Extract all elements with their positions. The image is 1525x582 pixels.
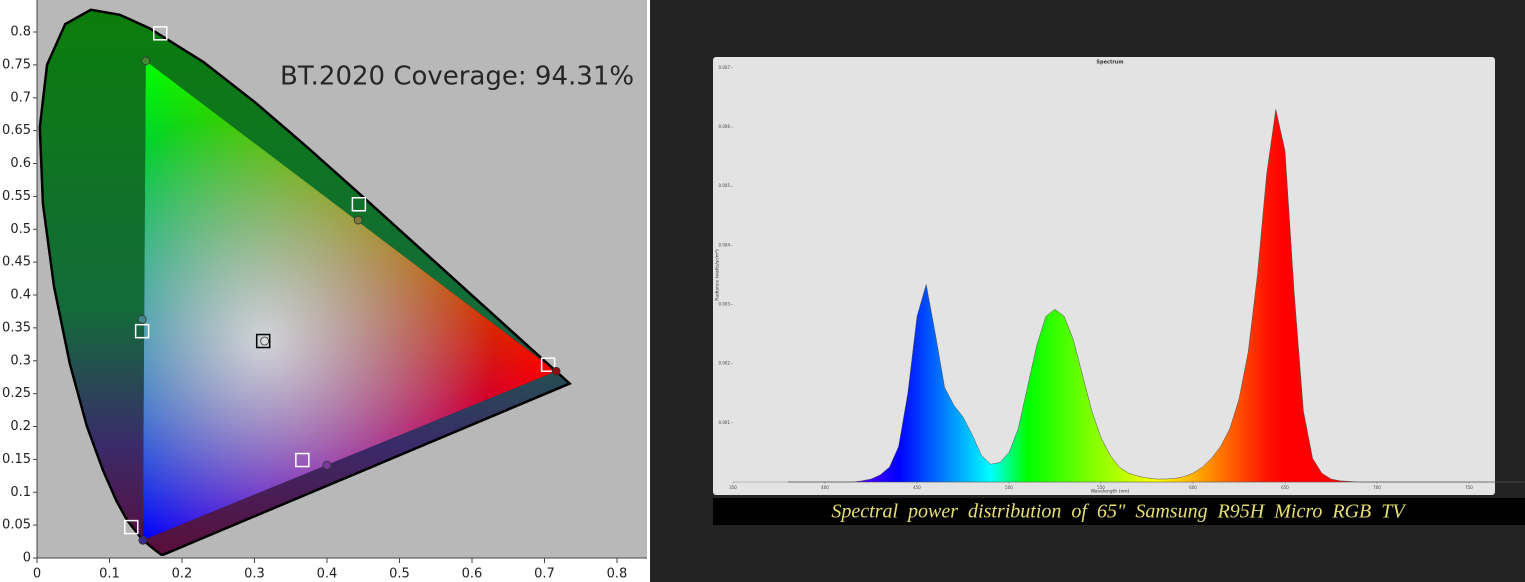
measured-point — [551, 366, 561, 376]
x-tick-label: 0.1 — [99, 567, 120, 582]
x-tick-label: 550 — [1097, 485, 1105, 490]
target-point — [295, 452, 310, 468]
spectrum-title: Spectrum — [1096, 60, 1123, 66]
y-tick-label: 0.7 — [10, 90, 31, 105]
cie-chart: 0 0.1 0.2 0.3 0.4 0.5 0.6 0.7 0.8 0 0.05 0.1 0.15 0.2… — [2, 0, 647, 582]
caption: Spectral power distribution of 65" Samsu… — [831, 501, 1407, 523]
gamut — [142, 60, 557, 541]
x-tick-label: 400 — [821, 485, 829, 490]
x-tick-label: 0.5 — [389, 567, 410, 582]
x-tick-label: 600 — [1189, 485, 1197, 490]
target-point — [540, 357, 556, 372]
target-point — [124, 519, 139, 535]
y-tick-label: 0.4 — [10, 288, 31, 303]
y-tick-label: 0.45 — [2, 255, 31, 270]
y-tick-label: 0.004 — [719, 242, 731, 247]
spectral-locus — [38, 8, 572, 556]
spectrum-area — [788, 109, 1525, 483]
measured-point — [260, 336, 270, 346]
y-axis-label: Radiance (watts/sr/m²) — [715, 249, 721, 301]
x-axis-label: Wavelength (nm) — [1091, 489, 1130, 495]
x-tick-label: 0.4 — [317, 567, 338, 582]
y-tick-label: 0.55 — [2, 189, 31, 204]
y-tick-label: 0.3 — [10, 353, 31, 368]
y-tick-label: 0.05 — [2, 518, 31, 533]
measured-point — [353, 215, 363, 225]
measured-point — [137, 314, 147, 324]
y-tick-label: 0.6 — [10, 156, 31, 171]
x-tick-label: 0.6 — [462, 567, 483, 582]
y-tick-label: 0.25 — [2, 386, 31, 401]
x-tick-label: 500 — [1005, 485, 1013, 490]
y-tick-label: 0.5 — [10, 222, 31, 237]
y-tick-label: 0.8 — [10, 25, 31, 40]
measured-point — [138, 535, 148, 545]
y-tick-label: 0.65 — [2, 123, 31, 138]
y-tick-label: 0.15 — [2, 452, 31, 467]
y-tick-label: 0.001 — [719, 420, 731, 425]
caption-bar — [713, 498, 1525, 525]
spectrum-chart: 350 400 450 500 550 600 650 700 750 0.001 0.002 0.0… — [719, 65, 1525, 490]
y-tick-label: 0.003 — [719, 302, 731, 307]
target-point — [255, 333, 271, 349]
y-tick-label: 0.006 — [719, 124, 731, 129]
x-tick-label: 450 — [913, 485, 921, 490]
target-point — [153, 26, 168, 41]
spectrum-panel — [713, 57, 1495, 495]
y-tick-label: 0.75 — [2, 57, 31, 72]
x-tick-label: 650 — [1281, 485, 1289, 490]
measured-point — [322, 460, 332, 470]
y-tick-label: 0.2 — [10, 419, 31, 434]
coverage-annotation: BT.2020 Coverage: 94.31% — [280, 62, 634, 92]
x-tick-label: 0 — [33, 567, 41, 582]
y-tick-label: 0.007 — [719, 65, 731, 70]
y-tick-label: 0.35 — [2, 320, 31, 335]
x-tick-label: 0.7 — [534, 567, 555, 582]
y-tick-label: 0.1 — [10, 485, 31, 500]
x-tick-label: 750 — [1465, 485, 1473, 490]
x-tick-label: 0.2 — [172, 567, 193, 582]
target-point — [134, 323, 150, 339]
gamut-white — [142, 60, 557, 541]
target-point — [351, 197, 367, 212]
x-tick-label: 700 — [1373, 485, 1381, 490]
y-tick-label: 0.005 — [719, 183, 731, 188]
x-tick-label: 350 — [729, 485, 737, 490]
x-tick-label: 0.8 — [607, 567, 628, 582]
measured-point — [141, 56, 151, 66]
x-tick-label: 0.3 — [244, 567, 265, 582]
y-tick-label: 0 — [23, 551, 31, 566]
y-tick-label: 0.002 — [719, 361, 731, 366]
